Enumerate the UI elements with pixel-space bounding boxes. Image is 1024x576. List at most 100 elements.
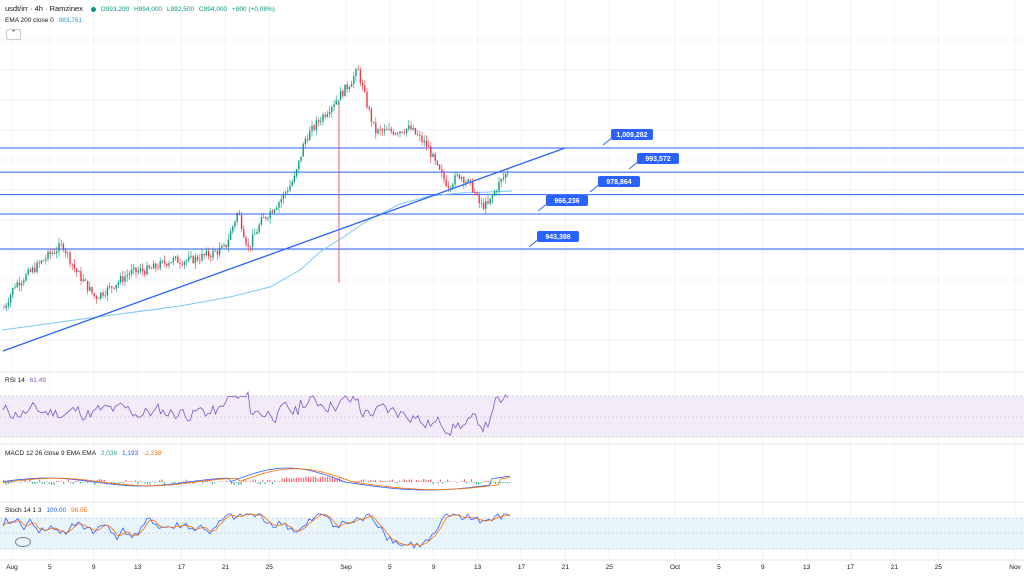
macd-hist-bar xyxy=(305,476,307,482)
candle-body xyxy=(309,131,311,141)
macd-hist-bar xyxy=(490,482,492,485)
macd-hist-bar xyxy=(468,481,470,482)
candle-body xyxy=(403,132,406,134)
eye-icon[interactable] xyxy=(15,537,31,547)
macd-hist-bar xyxy=(118,482,120,484)
macd-hist-bar xyxy=(51,482,53,485)
candle-body xyxy=(465,181,467,183)
candle-body xyxy=(36,262,38,273)
candle-body xyxy=(441,169,443,173)
macd-hist-bar xyxy=(211,482,213,485)
candle-body xyxy=(436,160,439,165)
macd-hist-bar xyxy=(149,482,151,485)
macd-hist-bar xyxy=(295,477,297,482)
candle-body xyxy=(454,175,456,185)
candle-body xyxy=(177,256,179,263)
candle-body xyxy=(262,217,265,218)
candle-body xyxy=(78,271,80,273)
macd-hist-bar xyxy=(204,480,206,482)
candle-body xyxy=(93,293,95,297)
macd-hist-bar xyxy=(432,482,434,485)
macd-hist-bar xyxy=(144,482,146,484)
candle-body xyxy=(324,114,326,117)
level-label: 993,572 xyxy=(645,156,670,163)
macd-hist-bar xyxy=(322,476,324,482)
macd-hist-bar xyxy=(221,481,223,482)
candle-body xyxy=(438,164,441,170)
x-axis: Aug 5 9 13 17 21 25 Sep 5 9 13 17 21 25 Oct 5 9 13 17 21 25 N… xyxy=(6,564,1021,571)
candle-body xyxy=(210,256,212,258)
candle-body xyxy=(476,192,478,195)
ohlc-open: O993,200 xyxy=(100,6,130,13)
candle-body xyxy=(9,294,12,303)
candle-body xyxy=(273,209,276,213)
x-tick-label: 13 xyxy=(474,564,482,571)
macd-hist-bar xyxy=(334,478,336,482)
candle-body xyxy=(350,83,353,87)
candle-body xyxy=(375,122,377,134)
macd-hist-bar xyxy=(355,481,357,482)
candle-body xyxy=(333,104,335,108)
ema-polyline xyxy=(1,190,513,331)
candle-body xyxy=(245,237,247,245)
market-status-icon xyxy=(90,6,96,12)
level-label-box xyxy=(546,195,588,206)
candle-body xyxy=(223,244,225,247)
macd-hist-bar xyxy=(303,477,305,482)
macd-hist-bar xyxy=(403,479,405,482)
candle-body xyxy=(58,243,60,252)
candle-body xyxy=(97,298,100,300)
symbol-title[interactable]: usdt/irr · 4h · Ramzinex xyxy=(5,4,83,13)
candle-body xyxy=(67,252,69,254)
candle-body xyxy=(95,296,98,299)
candle-body xyxy=(82,279,84,281)
candle-body xyxy=(256,232,258,235)
x-tick-label: 9 xyxy=(761,564,765,571)
candle-body xyxy=(47,251,49,259)
candle-body xyxy=(163,260,166,264)
candle-body xyxy=(221,246,223,248)
macd-legend[interactable]: MACD 12 26 close 9 EMA EMA 2,036 1,193 -… xyxy=(5,449,164,458)
macd-hist-bar xyxy=(79,482,81,484)
candle-body xyxy=(388,128,390,130)
macd-hist-bar xyxy=(142,482,144,483)
candle-body xyxy=(353,76,355,84)
candle-body xyxy=(12,288,14,295)
collapse-legend-button[interactable]: ⌃ xyxy=(6,29,21,40)
macd-hist-bar xyxy=(408,479,410,482)
candle-body xyxy=(29,269,32,272)
candle-body xyxy=(183,261,186,265)
candle-body xyxy=(267,217,269,219)
stoch-legend[interactable]: Stoch 14 1 3 100.00 96.05 xyxy=(5,506,90,515)
candle-body xyxy=(166,263,168,266)
candle-body xyxy=(368,107,370,110)
x-tick-label: 9 xyxy=(92,564,96,571)
candle-body xyxy=(31,267,34,272)
candle-body xyxy=(463,177,465,183)
macd-hist-bar xyxy=(63,482,65,484)
rsi-legend[interactable]: RSI 14 61.49 xyxy=(5,376,49,385)
macd-hist-bar xyxy=(202,482,204,484)
ohlc-change: +800 (+0.08%) xyxy=(231,6,275,13)
candle-body xyxy=(229,231,232,240)
ema-legend[interactable]: EMA 200 close 0 983,761 xyxy=(5,16,85,25)
candle-body xyxy=(500,179,502,182)
trendline[interactable] xyxy=(2,147,566,352)
candle-body xyxy=(342,90,344,97)
candle-body xyxy=(133,267,135,270)
candle-body xyxy=(249,246,252,247)
candle-body xyxy=(240,214,243,230)
macd-hist-bar xyxy=(53,482,55,485)
candle-body xyxy=(291,181,293,186)
candle-body xyxy=(128,273,131,276)
candle-body xyxy=(126,275,128,277)
candle-body xyxy=(504,174,507,178)
macd-hist-bar xyxy=(495,482,497,484)
candle-body xyxy=(227,239,230,248)
macd-hist-bar xyxy=(391,479,393,482)
candle-body xyxy=(89,286,91,291)
candle-body xyxy=(337,100,340,102)
candle-body xyxy=(359,69,362,83)
candle-body xyxy=(236,212,238,222)
